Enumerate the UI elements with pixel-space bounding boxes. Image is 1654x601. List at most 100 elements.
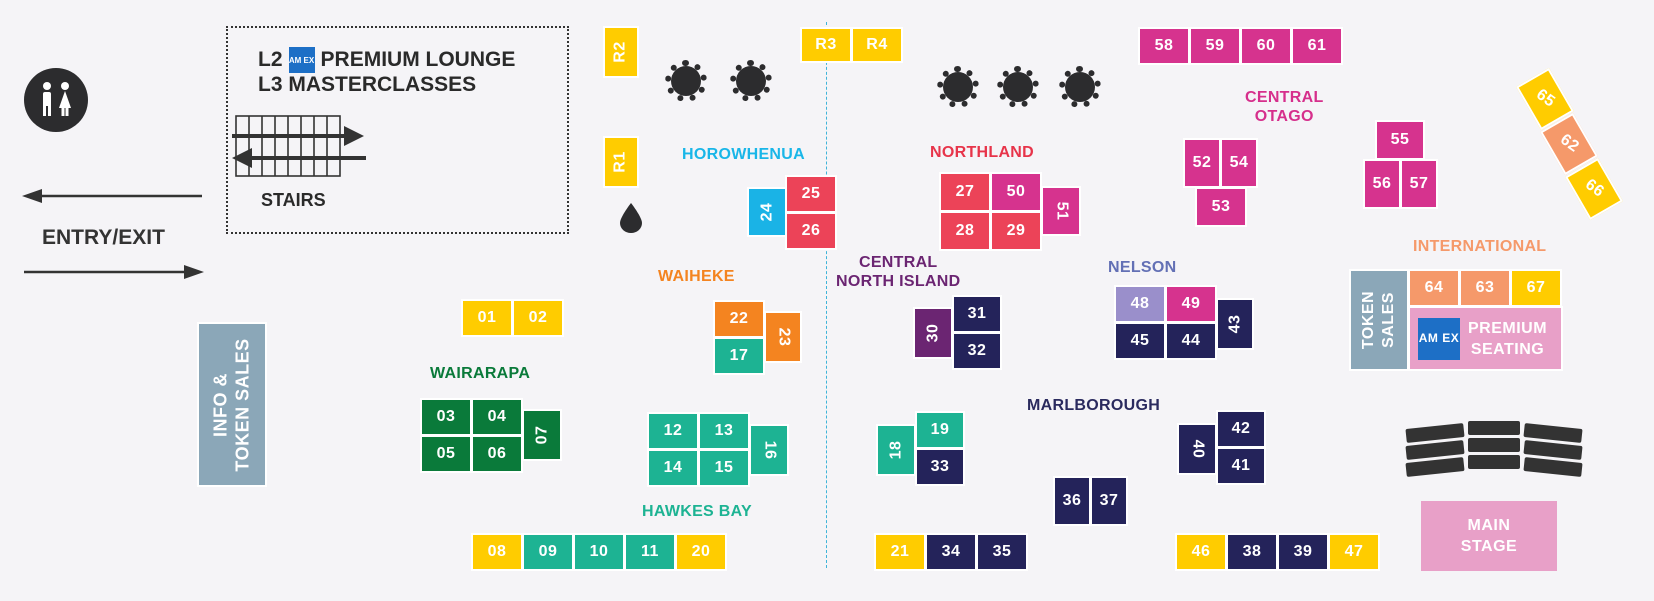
stall-48[interactable]: 48 (1114, 285, 1166, 323)
bench (1468, 455, 1520, 469)
table-icon (1059, 66, 1101, 108)
lounge-title-row: L2 AM EX PREMIUM LOUNGE (258, 47, 515, 73)
stall-43[interactable]: 43 (1216, 298, 1254, 350)
stall-59[interactable]: 59 (1189, 27, 1241, 65)
stall-50[interactable]: 50 (990, 172, 1042, 212)
stall-51[interactable]: 51 (1041, 186, 1081, 236)
stall-25[interactable]: 25 (785, 175, 837, 213)
token-sales-booth[interactable]: TOKEN SALES (1349, 269, 1409, 371)
stall-R3[interactable]: R3 (800, 27, 852, 63)
table-icon (997, 66, 1039, 108)
premium-seating-area[interactable]: AM EX PREMIUM SEATING (1408, 306, 1563, 371)
stall-20[interactable]: 20 (675, 533, 727, 571)
stall-64[interactable]: 64 (1408, 269, 1460, 307)
stall-09[interactable]: 09 (522, 533, 574, 571)
bench (1468, 421, 1520, 435)
stall-16[interactable]: 16 (749, 424, 789, 476)
main-stage[interactable]: MAIN STAGE (1421, 501, 1557, 571)
stall-17[interactable]: 17 (713, 337, 765, 375)
table-icon (937, 66, 979, 108)
stall-04[interactable]: 04 (471, 398, 523, 436)
stall-38[interactable]: 38 (1226, 533, 1278, 571)
stall-31[interactable]: 31 (952, 295, 1002, 333)
stall-34[interactable]: 34 (925, 533, 977, 571)
premium-seating-label: PREMIUM SEATING (1468, 319, 1548, 358)
stall-60[interactable]: 60 (1240, 27, 1292, 65)
stall-33[interactable]: 33 (915, 448, 965, 486)
stall-29[interactable]: 29 (990, 211, 1042, 251)
stall-36[interactable]: 36 (1053, 476, 1091, 526)
masterclasses-label: L3 MASTERCLASSES (258, 73, 477, 96)
stall-05[interactable]: 05 (420, 435, 472, 473)
table-icon (730, 60, 772, 102)
stall-12[interactable]: 12 (647, 412, 699, 450)
stall-49[interactable]: 49 (1165, 285, 1217, 323)
stall-R2[interactable]: R2 (603, 26, 639, 78)
region-northland: NORTHLAND (930, 144, 1035, 161)
stall-15[interactable]: 15 (698, 449, 750, 487)
stall-13[interactable]: 13 (698, 412, 750, 450)
stall-57[interactable]: 57 (1400, 159, 1438, 209)
stall-35[interactable]: 35 (976, 533, 1028, 571)
stall-37[interactable]: 37 (1090, 476, 1128, 526)
stall-R1[interactable]: R1 (603, 136, 639, 188)
stall-39[interactable]: 39 (1277, 533, 1329, 571)
restroom-icon (24, 68, 88, 132)
premium-lounge-label: PREMIUM LOUNGE (320, 48, 516, 71)
info-token-sales-booth[interactable]: INFO & TOKEN SALES (197, 322, 267, 487)
stall-11[interactable]: 11 (624, 533, 676, 571)
table-icon (665, 60, 707, 102)
stall-54[interactable]: 54 (1220, 138, 1258, 188)
stall-01[interactable]: 01 (461, 299, 513, 337)
stall-41[interactable]: 41 (1216, 447, 1266, 485)
stall-44[interactable]: 44 (1165, 322, 1217, 360)
region-hawkes-bay: HAWKES BAY (642, 503, 752, 520)
stall-22[interactable]: 22 (713, 300, 765, 338)
stall-55[interactable]: 55 (1375, 120, 1425, 160)
stall-21[interactable]: 21 (874, 533, 926, 571)
stall-32[interactable]: 32 (952, 332, 1002, 370)
stall-52[interactable]: 52 (1183, 138, 1221, 188)
entry-exit-label: ENTRY/EXIT (42, 226, 165, 249)
amex-logo: AM EX (1418, 317, 1460, 360)
amex-logo: AM EX (288, 47, 315, 73)
stall-08[interactable]: 08 (471, 533, 523, 571)
region-marlborough: MARLBOROUGH (1027, 397, 1161, 414)
stall-61[interactable]: 61 (1291, 27, 1343, 65)
level-2-label: L2 (258, 48, 283, 71)
stall-26[interactable]: 26 (785, 212, 837, 250)
stairs-icon (232, 115, 366, 177)
stall-19[interactable]: 19 (915, 411, 965, 449)
stall-56[interactable]: 56 (1363, 159, 1401, 209)
stall-30[interactable]: 30 (913, 307, 953, 359)
stall-45[interactable]: 45 (1114, 322, 1166, 360)
stall-03[interactable]: 03 (420, 398, 472, 436)
stall-10[interactable]: 10 (573, 533, 625, 571)
stall-63[interactable]: 63 (1459, 269, 1511, 307)
stall-58[interactable]: 58 (1138, 27, 1190, 65)
stall-53[interactable]: 53 (1195, 187, 1247, 227)
stall-40[interactable]: 40 (1177, 423, 1217, 475)
stall-67[interactable]: 67 (1510, 269, 1562, 307)
lounge-stairs-area (226, 26, 569, 234)
stall-23[interactable]: 23 (764, 311, 802, 363)
stall-47[interactable]: 47 (1328, 533, 1380, 571)
region-central-north-island: CENTRAL NORTH ISLAND (836, 254, 961, 290)
stall-07[interactable]: 07 (522, 409, 562, 461)
stall-28[interactable]: 28 (939, 211, 991, 251)
arrow-right-icon (24, 265, 204, 279)
stall-02[interactable]: 02 (512, 299, 564, 337)
stall-R4[interactable]: R4 (851, 27, 903, 63)
stall-14[interactable]: 14 (647, 449, 699, 487)
stall-46[interactable]: 46 (1175, 533, 1227, 571)
region-waiheke: WAIHEKE (658, 268, 735, 285)
stall-27[interactable]: 27 (939, 172, 991, 212)
stall-06[interactable]: 06 (471, 435, 523, 473)
stall-18[interactable]: 18 (876, 424, 916, 476)
stall-42[interactable]: 42 (1216, 410, 1266, 448)
region-nelson: NELSON (1108, 259, 1177, 276)
stall-24[interactable]: 24 (747, 187, 787, 237)
region-horowhenua: HOROWHENUA (682, 146, 805, 163)
region-wairarapa: WAIRARAPA (430, 365, 531, 382)
arrow-left-icon (22, 189, 202, 203)
